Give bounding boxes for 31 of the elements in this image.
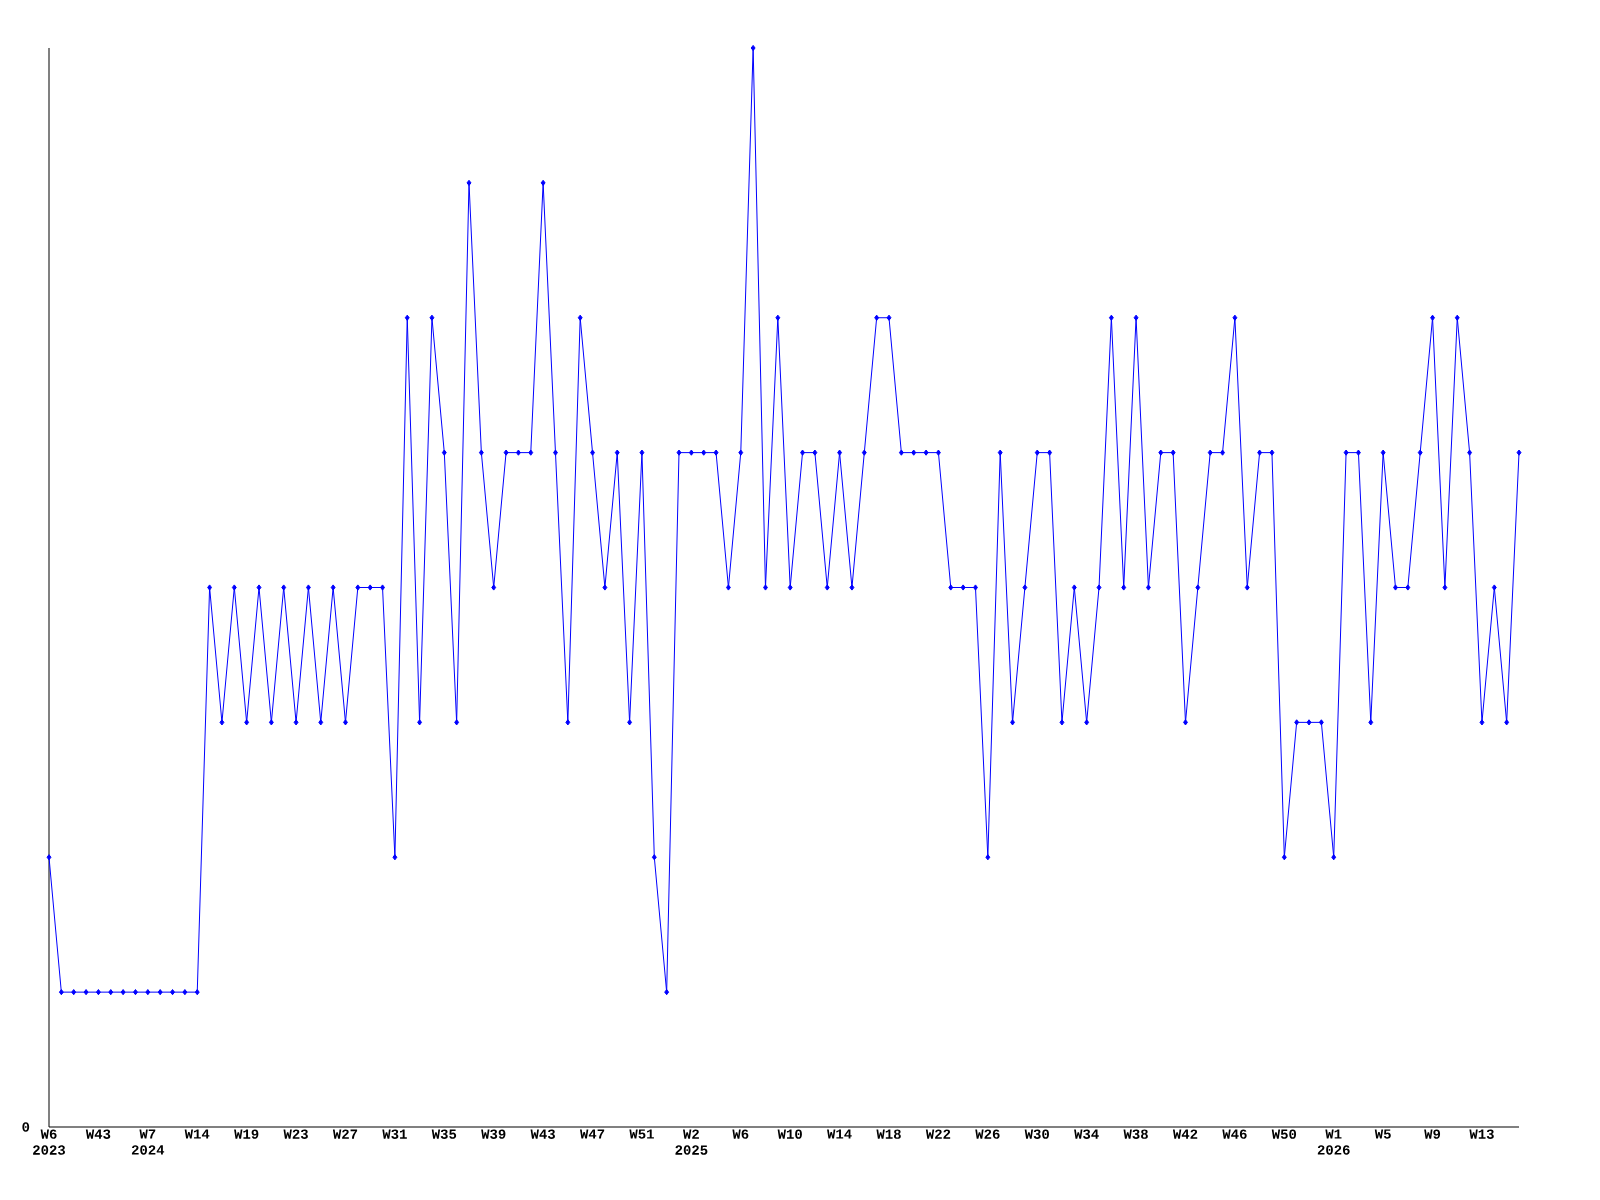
x-tick-label: W30 [1024, 1129, 1049, 1139]
text: 0 [22, 1122, 30, 1132]
x-tick-label: W1 2026 [1317, 1129, 1350, 1155]
x-tick-label: W35 [431, 1129, 457, 1139]
x-tick-label: W22 [925, 1129, 951, 1139]
x-tick-label: W14 [827, 1129, 852, 1139]
x-tick-label: W39 [481, 1129, 506, 1139]
x-tick-label: W18 [876, 1129, 901, 1139]
x-tick-label: W6 [732, 1129, 749, 1139]
x-tick-label: W9 [1424, 1129, 1441, 1139]
x-tick-label: W43 [530, 1129, 555, 1139]
x-tick-label: W31 [382, 1129, 407, 1139]
x-tick-label: W26 [975, 1129, 1000, 1139]
x-tick-label: W10 [777, 1129, 802, 1139]
x-tick-label: W42 [1172, 1129, 1198, 1139]
x-tick-label: W2 2025 [675, 1129, 708, 1155]
x-tick-label: W34 [1074, 1129, 1099, 1139]
x-tick-label: W43 [85, 1129, 111, 1139]
x-tick-label: W27 [332, 1129, 358, 1139]
x-tick-label: W5 [1374, 1129, 1391, 1139]
x-tick-label: W6 2023 [33, 1129, 66, 1155]
x-tick-label: W14 [184, 1129, 210, 1139]
x-tick-label: W46 [1222, 1129, 1247, 1139]
x-tick-label: W51 [629, 1129, 654, 1139]
x-tick-label: W50 [1271, 1129, 1297, 1139]
x-tick-label: W23 [283, 1129, 308, 1139]
x-tick-label: W7 2024 [131, 1129, 165, 1155]
x-tick-label: W13 [1469, 1129, 1494, 1139]
x-tick-label: W47 [579, 1129, 605, 1139]
x-tick-label: W38 [1123, 1129, 1148, 1139]
x-tick-label: W19 [234, 1129, 259, 1139]
